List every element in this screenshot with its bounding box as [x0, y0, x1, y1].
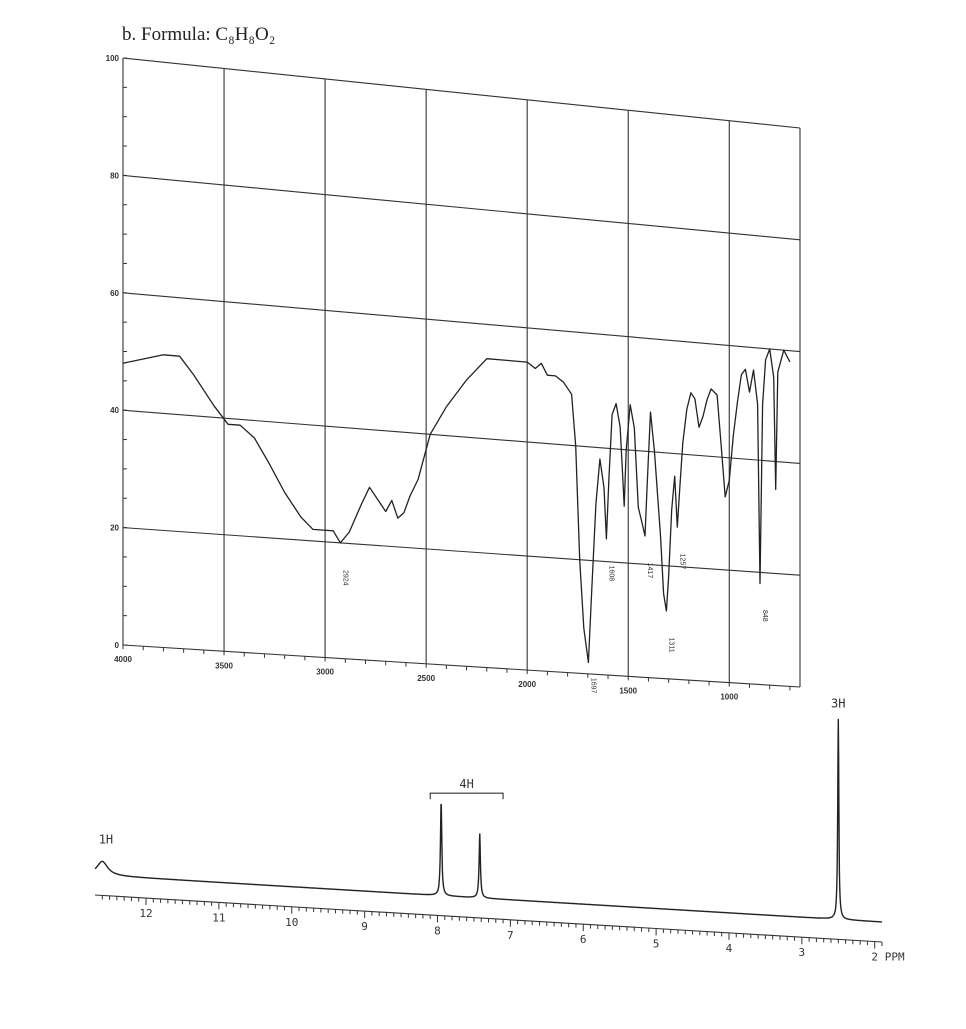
- nmr-integration-label: 1H: [99, 833, 113, 847]
- ir-y-tick-label: 20: [110, 524, 119, 533]
- ir-x-tick-label: 2000: [518, 680, 536, 689]
- nmr-x-tick-label: 2: [871, 951, 878, 964]
- ir-peak-label: 848: [761, 610, 768, 622]
- ir-y-tick-label: 100: [106, 54, 120, 63]
- nmr-integration-label: 3H: [831, 696, 845, 710]
- ir-y-tick-label: 60: [110, 289, 119, 298]
- ir-y-tick-label: 40: [110, 406, 119, 415]
- nmr-integration-label: 4H: [459, 777, 473, 791]
- nmr-x-tick-label: 12: [139, 907, 152, 920]
- ir-x-tick-label: 1500: [619, 686, 637, 695]
- ir-peak-label: 1417: [646, 563, 653, 579]
- ir-x-tick-label: 1000: [720, 693, 738, 702]
- ir-spectrum-line: [122, 348, 791, 664]
- ir-peak-label: 1311: [667, 638, 674, 653]
- ir-peak-label: 1257: [678, 554, 685, 570]
- ir-gridline-y: [122, 174, 801, 241]
- nmr-x-unit-label: PPM: [885, 951, 905, 964]
- nmr-x-tick-label: 7: [507, 929, 514, 942]
- ir-x-tick-label: 3000: [316, 668, 334, 677]
- nmr-spectrum-line: [94, 718, 883, 923]
- nmr-integration-bracket: [429, 792, 504, 800]
- ir-peak-label: 2924: [341, 570, 348, 586]
- ir-y-tick-label: 0: [115, 641, 120, 650]
- ir-spectrum-chart: 100 80 60 40 20 0 4000 3500 3000 2500 2000 1500 1000…: [106, 54, 801, 702]
- nmr-spectrum-chart: 12 11 10 9 8 7 6 5 4 3 2 PPM 1H 4H 3H: [94, 696, 905, 964]
- ir-x-tick-label: 4000: [114, 655, 132, 664]
- ir-gridline-y: [122, 644, 801, 688]
- ir-peak-label: 1697: [589, 678, 596, 694]
- ir-y-tick-label: 80: [110, 171, 119, 180]
- ir-gridline-y: [122, 57, 801, 129]
- ir-peak-label: 1608: [607, 566, 614, 582]
- nmr-x-tick-label: 8: [434, 924, 441, 937]
- nmr-x-tick-label: 10: [285, 916, 298, 929]
- nmr-x-tick-label: 3: [799, 946, 806, 959]
- nmr-x-tick-label: 9: [361, 920, 368, 933]
- nmr-x-tick-label: 11: [212, 911, 225, 924]
- ir-gridline-y: [122, 527, 801, 576]
- nmr-x-tick-label: 6: [580, 933, 587, 946]
- nmr-x-tick-label: 4: [726, 942, 733, 955]
- figure-title: b. Formula: C₈H₈O₂: [122, 24, 275, 45]
- ir-gridline-y: [122, 409, 801, 464]
- ir-x-tick-label: 2500: [417, 674, 435, 683]
- ir-x-tick-label: 3500: [215, 661, 233, 670]
- nmr-x-tick-label: 5: [653, 938, 660, 951]
- ir-gridline-y: [122, 292, 801, 353]
